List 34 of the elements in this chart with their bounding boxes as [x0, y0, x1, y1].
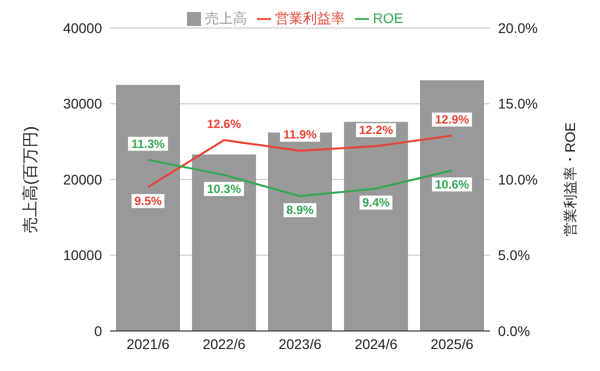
data-label: 9.4% — [362, 196, 390, 210]
y-tick-label: 20000 — [63, 171, 102, 188]
y2-tick-label: 20.0% — [498, 20, 538, 36]
data-label: 11.9% — [283, 128, 318, 142]
y2-axis-title: 営業利益率・ROE — [562, 122, 578, 237]
data-label: 8.9% — [286, 203, 314, 218]
y-tick-label: 30000 — [63, 96, 102, 112]
bar — [344, 122, 408, 331]
data-label: 12.9% — [434, 112, 470, 127]
bar — [420, 80, 484, 331]
bar — [116, 84, 180, 331]
y2-tick-label: 5.0% — [498, 247, 530, 264]
x-tick-label: 2023/6 — [278, 336, 322, 352]
bar — [192, 154, 256, 331]
y-axis-title: 売上高(百万円) — [22, 126, 40, 233]
data-label: 12.2% — [358, 123, 394, 138]
x-tick-label: 2024/6 — [354, 336, 398, 352]
data-label: 12.6% — [206, 117, 242, 132]
y2-tick-label: 0.0% — [498, 322, 530, 339]
y2-tick-label: 10.0% — [498, 171, 538, 188]
x-tick-label: 2025/6 — [430, 336, 474, 352]
x-tick-label: 2021/6 — [126, 336, 170, 352]
legend-label: ROE — [372, 10, 404, 26]
y-tick-label: 10000 — [63, 247, 102, 264]
data-label: 9.5% — [134, 194, 162, 208]
x-tick-label: 2022/6 — [202, 336, 246, 352]
data-label: 10.3% — [206, 182, 242, 196]
data-label: 11.3% — [131, 136, 166, 151]
legend-label: 売上高 — [204, 10, 247, 26]
legend-label: 営業利益率 — [274, 10, 345, 26]
y-tick-label: 40000 — [63, 20, 102, 36]
y2-tick-label: 15.0% — [498, 96, 538, 112]
y-tick-label: 0 — [94, 322, 102, 339]
data-label: 10.6% — [434, 177, 470, 192]
